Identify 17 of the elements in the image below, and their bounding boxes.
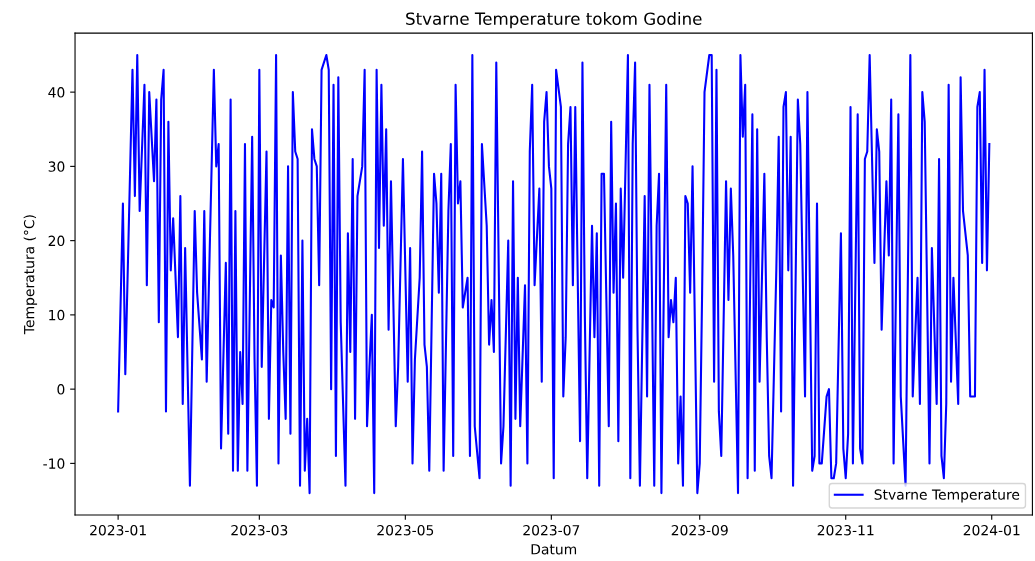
x-tick-label: 2023-09	[671, 524, 728, 536]
y-tick-label: 30	[48, 161, 65, 172]
chart-title: Stvarne Temperature tokom Godine	[406, 12, 702, 29]
x-tick-label: 2023-11	[817, 524, 874, 536]
y-axis-title: Temperatura (°C)	[23, 215, 38, 335]
y-tick-label: 10	[49, 309, 65, 321]
y-tick-label: 40	[48, 87, 65, 98]
x-tick-label: 2023-07	[523, 524, 580, 536]
x-tick-label: 2023-01	[90, 524, 146, 536]
y-tick-label: -10	[43, 458, 65, 469]
legend-label: Stvarne Temperature	[874, 489, 1020, 503]
y-tick-label: 0	[57, 384, 65, 395]
x-axis-title: Datum	[531, 544, 577, 555]
y-tick-label: 20	[48, 235, 65, 247]
x-tick-label: 2023-03	[231, 524, 288, 536]
x-tick-label: 2023-05	[377, 524, 434, 536]
x-tick-label: 2024-01	[963, 524, 1020, 536]
